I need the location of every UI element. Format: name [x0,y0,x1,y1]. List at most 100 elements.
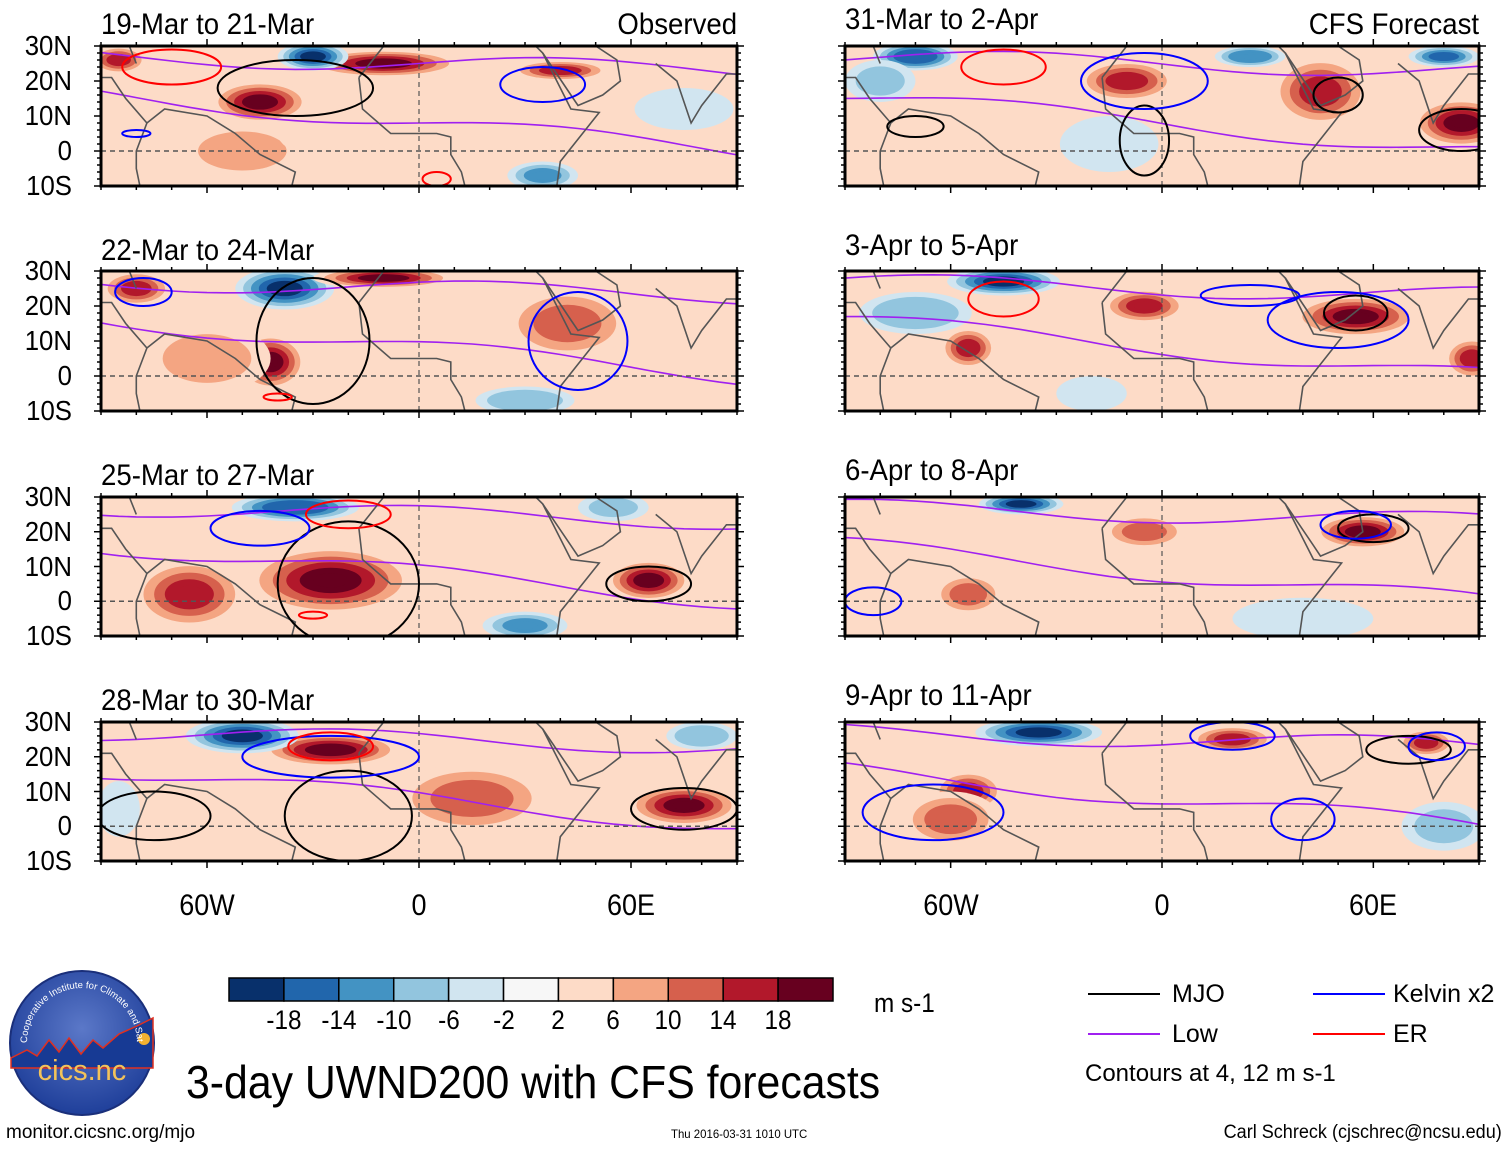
contour-mjo [1337,513,1410,544]
contour-er [967,280,1040,318]
coastline [1397,738,1479,801]
contour-er [960,48,1047,86]
contour-mjo [1365,734,1452,765]
logo-text: cics.nc [38,1055,127,1087]
colorbar [228,977,834,1002]
coastline [655,62,737,125]
chart-panels [94,39,1486,868]
anomaly-shading [316,746,346,754]
y-tick-label: 10N [24,550,73,582]
y-tick-label: 10S [26,395,72,426]
colorbar-tick-label: -10 [376,1005,412,1035]
anomaly-shading [1342,312,1369,321]
contour-mjo [216,59,375,117]
coastline [101,527,148,575]
coastline [135,347,148,411]
legend-label-kelvin: Kelvin x2 [1393,980,1495,1008]
contour-mjo [1323,294,1389,332]
contour-kelvin [114,277,173,307]
panel-title-fcst-1: 31-Mar to 2-Apr [845,3,1039,36]
anomaly-shading [106,793,131,825]
anomaly-shading [217,139,268,163]
coastline [135,798,148,861]
x-tick-label: 0 [1154,889,1170,922]
contour-kelvin [209,509,311,547]
panel-title-obs-1: 19-Mar to 21-Mar [101,8,315,41]
anomaly-shading [512,621,538,630]
anomaly-shading [510,396,540,405]
anomaly-shading [1081,128,1138,160]
coastline [146,333,297,411]
anomaly-shading [1241,53,1259,60]
anomaly-shading [1077,386,1106,401]
legend-label-mjo: MJO [1172,980,1225,1008]
panel-title-fcst-2: 3-Apr to 5-Apr [845,229,1019,262]
coastline [845,722,881,740]
colorbar-tick-label: -2 [492,1005,515,1035]
anomaly-shading [230,732,254,740]
coastline [655,287,737,350]
coastline [879,347,892,411]
footer-url: monitor.cicsnc.org/mjo [6,1122,196,1143]
coastline [135,573,148,636]
cics-logo: Cooperative Institute for Climate and Sa… [7,968,155,1116]
contour-kelvin [1266,291,1410,349]
contour-er [297,610,329,620]
y-tick-label: 0 [57,360,72,391]
y-tick-label: 20N [24,740,73,772]
coastline [358,77,466,186]
contour-kelvin [1189,722,1276,751]
map-panel [101,46,737,186]
panel-title-obs-2: 22-Mar to 24-Mar [101,234,315,267]
coastline [890,108,1040,186]
contour-mjo [101,790,212,842]
y-tick-label: 20N [24,65,73,96]
contour-mjo [1312,76,1364,114]
contour-er [421,171,452,186]
anomaly-shading [664,100,704,118]
coastline [1101,302,1209,411]
coastline [1397,62,1479,125]
colorbar-swatch [667,977,724,1002]
contour-mjo [255,277,371,405]
coastline [101,752,148,800]
coastline [879,122,892,186]
colorbar-swatch [502,977,560,1002]
contour-low [101,51,737,76]
coastline [845,46,881,64]
anomaly-shading [898,306,933,320]
x-tick-label: 0 [411,889,427,922]
coastline [358,753,466,861]
anomaly-shading [1114,75,1139,87]
anomaly-shading [249,97,271,107]
coastline [1397,513,1479,576]
anomaly-shading [181,344,233,373]
coastline [146,783,297,861]
anomaly-shading [305,53,321,60]
contour-low [101,777,737,830]
anomaly-shading [639,576,658,585]
anomaly-shading [672,801,696,810]
coastline [542,271,622,332]
y-tick-label: 20N [24,290,73,321]
coastline [890,783,1040,861]
anomaly-shading [1451,117,1472,129]
contour-kelvin [1407,731,1466,762]
contour-mjo [283,769,413,861]
anomaly-shading [1263,606,1343,631]
colorbar-swatch [338,977,395,1002]
contour-kelvin [241,734,420,779]
colorbar-tick-label: 10 [654,1005,682,1035]
coastline [890,333,1040,411]
coastline [845,301,892,349]
panel-title-fcst-4: 9-Apr to 11-Apr [845,679,1032,712]
coastline [542,722,622,783]
contour-low [845,97,1479,149]
coastline [845,497,881,515]
y-tick-label: 10S [26,170,72,201]
coastline [655,513,737,576]
coastline [1101,528,1209,636]
coastline [1284,271,1364,332]
colorbar-swatch [228,977,285,1002]
colorbar-swatch [283,977,340,1002]
